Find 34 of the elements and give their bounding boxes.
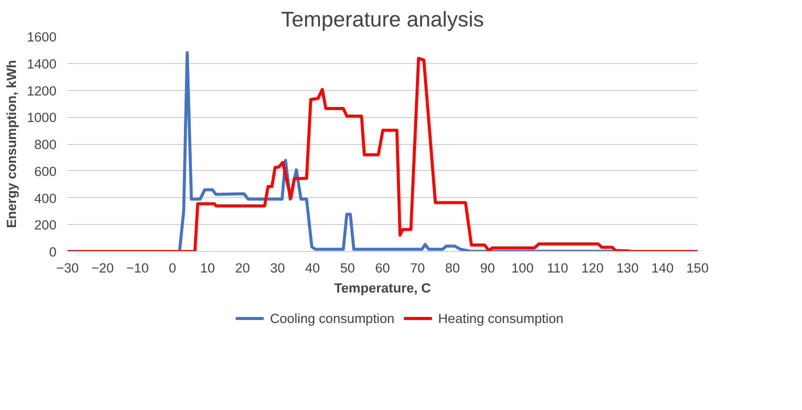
x-tick-label: 70: [410, 260, 425, 276]
y-tick-label: 1200: [26, 83, 57, 98]
x-tick-label: 90: [480, 260, 495, 276]
x-tick-label: 50: [340, 260, 355, 276]
line-series: [68, 56, 698, 252]
x-tick-label: 10: [200, 260, 215, 276]
y-tick-label: 1400: [26, 56, 57, 72]
legend-label: Cooling consumption: [270, 311, 394, 326]
x-axis-title: Temperature, C: [334, 280, 432, 296]
y-tick-label: 200: [34, 218, 57, 233]
x-tick-label: 150: [686, 260, 709, 276]
x-tick-label: −20: [91, 260, 114, 276]
y-tick-label: 1600: [26, 30, 57, 44]
legend-label: Heating consumption: [438, 311, 564, 326]
x-tick-label: 0: [168, 260, 176, 276]
y-axis-title: Energy consumption, kWh: [4, 60, 19, 228]
y-tick-label: 600: [34, 164, 57, 179]
y-tick-label: 800: [34, 137, 57, 152]
x-tick-label: −30: [56, 260, 79, 276]
x-tick-label: 30: [270, 260, 285, 276]
chart-title: Temperature analysis: [281, 8, 484, 32]
y-tick-label: 0: [49, 244, 57, 260]
x-tick-label: 140: [651, 260, 674, 276]
x-tick-label: −10: [126, 260, 149, 276]
x-tick-label: 80: [445, 260, 460, 276]
x-tick-label: 130: [616, 260, 639, 276]
x-tick-label: 40: [305, 260, 320, 276]
x-tick-label: 60: [375, 260, 390, 276]
x-tick-label: 110: [546, 260, 568, 276]
x-tick-label: 100: [511, 260, 534, 276]
y-tick-label: 400: [34, 190, 57, 206]
x-tick-label: 120: [581, 260, 604, 276]
x-tick-label: 20: [235, 260, 250, 276]
y-tick-label: 1000: [26, 110, 57, 126]
